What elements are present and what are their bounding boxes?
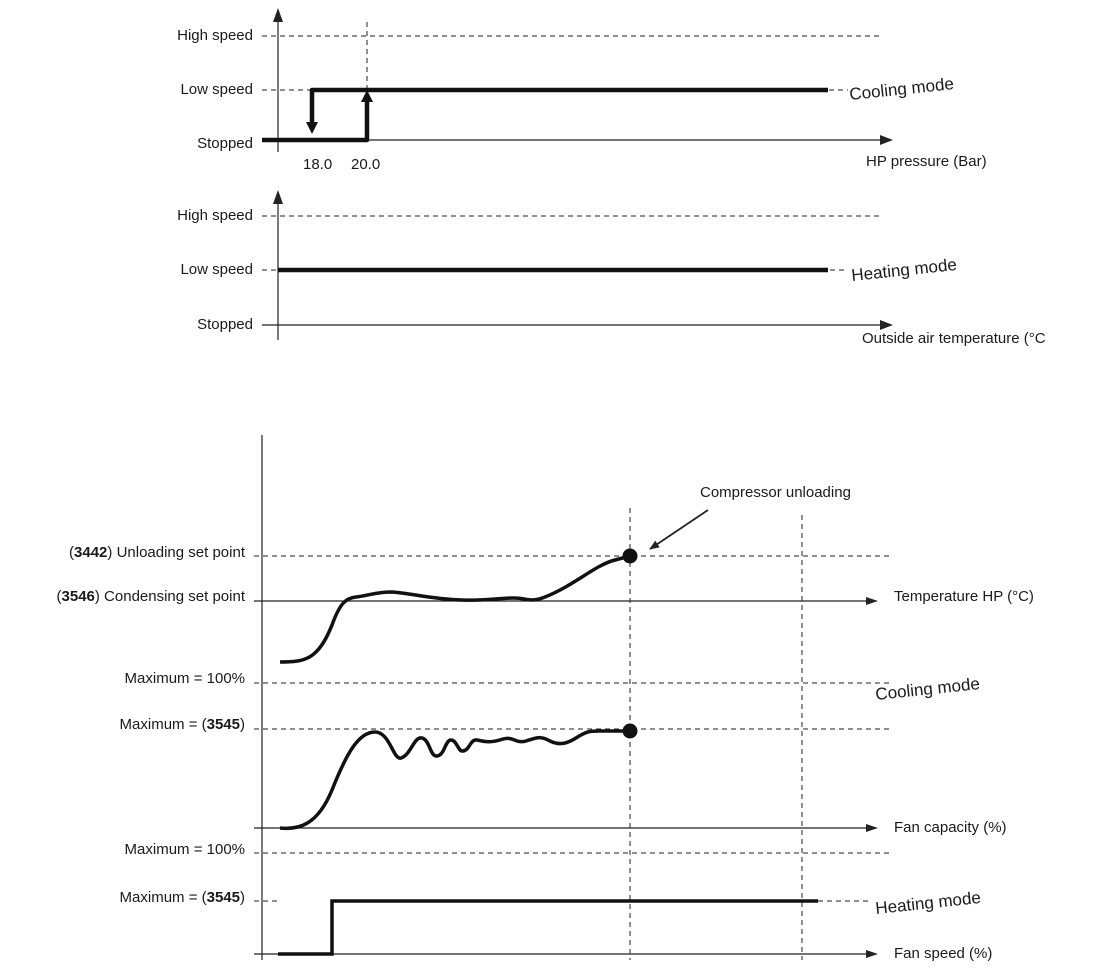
cooling-mode-label: Cooling mode	[874, 674, 980, 704]
label-high-speed: High speed	[177, 27, 253, 44]
fan-speed-axis-arrow	[866, 950, 878, 958]
label-maximum-3545-2: Maximum = (3545)	[120, 889, 245, 906]
label-low-speed: Low speed	[180, 261, 253, 278]
tick-20: 20.0	[351, 156, 380, 173]
label-fan-capacity-axis: Fan capacity (%)	[894, 819, 1007, 836]
y-axis-arrow	[273, 190, 283, 204]
label-unloading-set-point: (3442) Unloading set point	[69, 544, 246, 561]
falling-trace	[309, 87, 828, 124]
label-temperature-hp-axis: Temperature HP (°C)	[894, 588, 1034, 605]
heating-mode-label: Heating mode	[850, 255, 957, 285]
cooling-mode-label: Cooling mode	[848, 74, 954, 104]
label-stopped: Stopped	[197, 316, 253, 333]
annotation-arrow	[649, 509, 709, 550]
label-maximum-3545-1: Maximum = (3545)	[120, 716, 245, 733]
temperature-axis-arrow	[866, 597, 878, 605]
rising-arrow	[361, 90, 373, 102]
label-high-speed: High speed	[177, 207, 253, 224]
x-axis-arrow	[880, 320, 893, 330]
chart-fan-control: Compressor unloading (3442) Unloading se…	[57, 435, 1034, 962]
label-maximum-100-2: Maximum = 100%	[125, 841, 245, 858]
label-fan-speed-axis: Fan speed (%)	[894, 945, 992, 962]
falling-arrow	[306, 122, 318, 134]
heating-mode-label: Heating mode	[874, 888, 981, 918]
label-maximum-100-1: Maximum = 100%	[125, 670, 245, 687]
capacity-limit-point	[622, 723, 638, 739]
x-axis-label: HP pressure (Bar)	[866, 153, 987, 170]
fan-capacity-axis-arrow	[866, 824, 878, 832]
fan-capacity-trace	[279, 729, 630, 831]
fan-speed-trace	[278, 899, 818, 956]
x-axis-label: Outside air temperature (°C	[862, 330, 1046, 347]
tick-18: 18.0	[303, 156, 332, 173]
y-axis-arrow	[273, 8, 283, 22]
label-condensing-set-point: (3546) Condensing set point	[57, 588, 246, 605]
label-low-speed: Low speed	[180, 81, 253, 98]
chart-heating-outside-temp: High speed Low speed Stopped Outside air…	[177, 190, 1046, 347]
annotation-compressor-unloading: Compressor unloading	[700, 484, 851, 501]
x-axis-arrow	[880, 135, 893, 145]
chart-cooling-hp-pressure: High speed Low speed Stopped 18.0 20.0 H…	[177, 8, 987, 173]
rising-trace	[262, 100, 370, 143]
label-stopped: Stopped	[197, 135, 253, 152]
unloading-point	[622, 548, 638, 564]
temperature-trace	[279, 554, 631, 664]
